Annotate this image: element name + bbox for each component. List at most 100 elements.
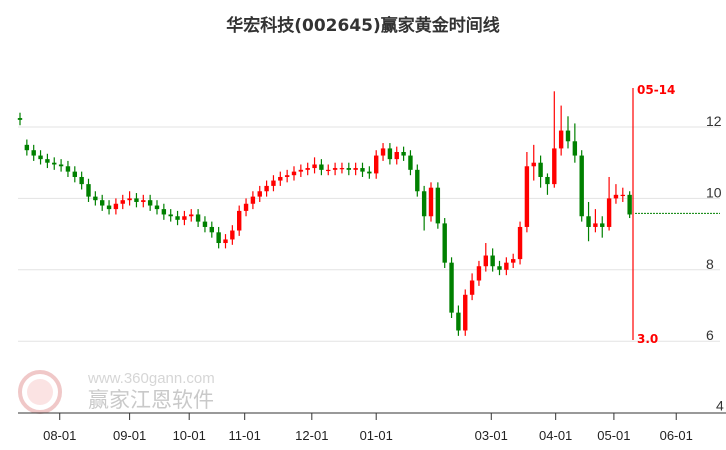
watermark-logo-icon xyxy=(18,370,62,414)
candle xyxy=(106,200,112,215)
candle xyxy=(606,176,612,231)
candle-body xyxy=(367,171,372,174)
y-tick-label: 6 xyxy=(706,327,714,343)
candle-body xyxy=(250,196,256,204)
candle xyxy=(394,146,399,165)
y-tick-label: 4 xyxy=(716,398,724,414)
candle xyxy=(552,91,557,188)
x-tick-label: 11-01 xyxy=(229,428,261,443)
candle xyxy=(305,162,310,176)
candle xyxy=(86,178,91,202)
candle xyxy=(332,162,338,176)
candle-body xyxy=(360,168,365,172)
candle xyxy=(38,150,43,165)
marker-date-label: 05-14 xyxy=(637,83,675,97)
candle xyxy=(120,194,125,210)
candle-body xyxy=(531,162,536,167)
x-tick-label: 05-01 xyxy=(597,428,630,443)
candle xyxy=(586,201,591,242)
candle xyxy=(202,216,208,233)
candle-body xyxy=(312,164,317,169)
candle-body xyxy=(237,210,242,231)
candle xyxy=(223,234,228,249)
candle-body xyxy=(264,185,269,192)
candle-body xyxy=(113,203,119,210)
candle xyxy=(415,164,420,197)
candle xyxy=(58,159,64,172)
candle xyxy=(31,144,36,161)
candle xyxy=(52,157,57,170)
candle-body xyxy=(600,223,605,227)
candle xyxy=(312,157,317,174)
candle xyxy=(517,221,523,265)
candle xyxy=(469,273,475,301)
candle xyxy=(195,209,201,227)
candle xyxy=(360,162,365,177)
candle-body xyxy=(243,203,249,211)
candle-body xyxy=(538,162,543,177)
candle-body xyxy=(490,255,495,267)
candle xyxy=(161,203,167,220)
candle xyxy=(168,209,173,222)
candle-body xyxy=(319,164,324,170)
candle-body xyxy=(141,200,146,202)
candle xyxy=(483,243,488,272)
x-tick-label: 03-01 xyxy=(475,428,508,443)
candle-body xyxy=(511,259,516,263)
candle-body xyxy=(565,130,571,142)
x-tick-label: 09-01 xyxy=(113,428,146,443)
x-tick-label: 08-01 xyxy=(43,428,76,443)
candle-body xyxy=(230,230,235,240)
candle-body xyxy=(189,214,194,217)
candle-body xyxy=(38,155,43,160)
candle xyxy=(524,151,530,233)
candle xyxy=(545,173,550,195)
y-tick-label: 10 xyxy=(706,184,722,200)
candle xyxy=(175,210,180,226)
candle-body xyxy=(449,262,454,313)
candle-body xyxy=(154,205,160,210)
candle xyxy=(504,257,509,276)
candle-body xyxy=(79,176,84,185)
candle-body xyxy=(545,176,550,185)
candle-body xyxy=(428,187,434,217)
candle-body xyxy=(463,294,468,331)
candle-body xyxy=(394,151,399,160)
x-tick-label: 04-01 xyxy=(539,428,572,443)
candle xyxy=(127,191,132,206)
candle xyxy=(531,144,536,181)
candle-body xyxy=(380,148,386,156)
candle xyxy=(230,225,235,245)
candle-body xyxy=(100,200,105,206)
candle xyxy=(380,143,386,161)
candle xyxy=(538,155,543,188)
candle-body xyxy=(291,171,297,176)
candle-body xyxy=(127,198,132,201)
candle-body xyxy=(278,176,283,181)
candle xyxy=(45,153,50,169)
candle-body xyxy=(606,198,612,227)
candle-body xyxy=(483,255,488,267)
candle-body xyxy=(524,166,530,227)
candle-body xyxy=(374,155,379,174)
candle xyxy=(428,182,434,222)
marker-value-label: 3.0 xyxy=(637,332,658,346)
candle xyxy=(600,216,605,238)
candle xyxy=(319,159,324,176)
x-tick-label: 01-01 xyxy=(360,428,393,443)
candle-body xyxy=(209,226,214,233)
candle-body xyxy=(579,155,584,217)
candle-body xyxy=(476,266,482,281)
candle-body xyxy=(442,223,447,263)
candle xyxy=(291,166,297,181)
candle-body xyxy=(65,166,71,172)
candle-body xyxy=(558,130,564,149)
candle xyxy=(579,150,584,222)
axes: 12 10 8 6 4 08-01 09-01 10-01 11-01 12-01 01-01 03-… xyxy=(18,113,726,443)
candle-body xyxy=(339,168,345,170)
candle xyxy=(558,105,564,156)
candle-body xyxy=(120,200,125,204)
candle-body xyxy=(58,164,64,167)
y-tick-label: 12 xyxy=(706,113,722,129)
